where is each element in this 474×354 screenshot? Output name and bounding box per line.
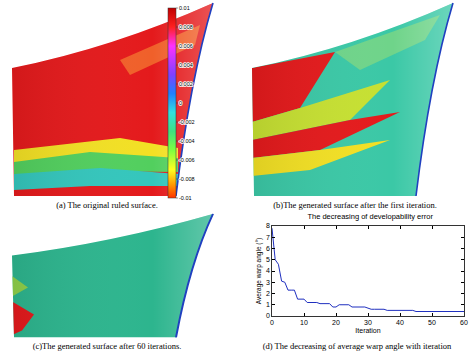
svg-text:5: 5 bbox=[266, 256, 270, 263]
svg-text:-0.004: -0.004 bbox=[179, 138, 195, 144]
svg-text:-0.008: -0.008 bbox=[179, 176, 195, 182]
svg-text:4: 4 bbox=[266, 267, 270, 274]
svg-text:-0.006: -0.006 bbox=[179, 157, 195, 163]
svg-text:(b)The generated surface after: (b)The generated surface after the first… bbox=[273, 200, 437, 210]
svg-text:Average warp angle (°): Average warp angle (°) bbox=[255, 238, 263, 304]
svg-text:50: 50 bbox=[428, 319, 436, 326]
svg-text:0.002: 0.002 bbox=[179, 81, 193, 87]
svg-text:Iteration: Iteration bbox=[355, 327, 380, 334]
svg-text:0.008: 0.008 bbox=[179, 24, 193, 30]
svg-text:0.006: 0.006 bbox=[179, 43, 193, 49]
svg-text:8: 8 bbox=[266, 222, 270, 229]
svg-text:6: 6 bbox=[266, 245, 270, 252]
svg-text:40: 40 bbox=[396, 319, 404, 326]
svg-text:1: 1 bbox=[266, 301, 270, 308]
svg-text:0.004: 0.004 bbox=[179, 62, 193, 68]
svg-text:0.01: 0.01 bbox=[179, 5, 190, 11]
svg-text:7: 7 bbox=[266, 234, 270, 241]
svg-text:10: 10 bbox=[300, 319, 308, 326]
svg-text:0: 0 bbox=[270, 319, 274, 326]
svg-text:30: 30 bbox=[364, 319, 372, 326]
svg-text:2: 2 bbox=[266, 290, 270, 297]
svg-text:0: 0 bbox=[266, 312, 270, 319]
svg-text:20: 20 bbox=[332, 319, 340, 326]
svg-text:(c)The generated surface after: (c)The generated surface after 60 iterat… bbox=[33, 341, 182, 351]
svg-text:-0.01: -0.01 bbox=[179, 195, 192, 201]
svg-text:3: 3 bbox=[266, 279, 270, 286]
svg-text:-0.002: -0.002 bbox=[179, 119, 195, 125]
svg-text:0: 0 bbox=[179, 100, 182, 106]
svg-text:(d) The decreasing of average: (d) The decreasing of average warp angle… bbox=[263, 341, 452, 351]
svg-text:The decreasing of developabili: The decreasing of developability error bbox=[307, 212, 433, 221]
svg-text:60: 60 bbox=[460, 319, 468, 326]
svg-text:(a) The original ruled surface: (a) The original ruled surface. bbox=[56, 200, 158, 210]
